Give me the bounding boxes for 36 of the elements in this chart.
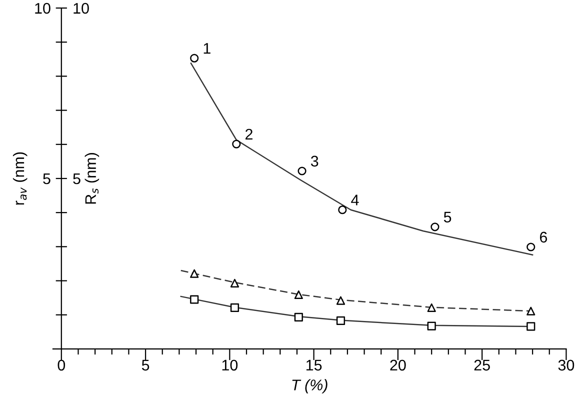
point (232, 140, 241, 148)
annotation: 6 (540, 232, 548, 243)
point (294, 312, 303, 322)
point (230, 303, 240, 312)
y2-tick-label: 5 (73, 174, 80, 184)
point (336, 316, 346, 325)
point (427, 303, 436, 312)
point (526, 322, 536, 331)
x-tick-label: 5 (142, 360, 150, 371)
x-tick-label: 0 (58, 360, 66, 371)
x-tick-label: 25 (474, 360, 490, 371)
x-tick-label: 15 (306, 360, 322, 371)
x-tick-label: 20 (390, 360, 406, 371)
x-tick-label: 10 (222, 360, 238, 371)
y2-tick-label: 10 (74, 2, 89, 14)
annotation: 5 (444, 212, 452, 222)
point (190, 295, 199, 304)
annotation: 1 (204, 43, 210, 54)
annotation: 4 (351, 194, 359, 206)
point (427, 322, 436, 330)
point (338, 206, 347, 214)
x-tick-label: 30 (558, 360, 574, 371)
x-axis-title: T (%) (292, 379, 328, 394)
annotation: 2 (246, 128, 252, 140)
point (190, 269, 199, 278)
point (526, 242, 536, 252)
point (430, 222, 440, 232)
point (190, 54, 199, 62)
point (230, 278, 240, 288)
point (298, 166, 306, 176)
y-axis-title: r$_{av}$ (nm) (12, 152, 28, 205)
point (294, 290, 303, 300)
y2-axis-title: R$_{s}$ (nm) (84, 153, 100, 204)
point (336, 296, 346, 305)
annotation: 3 (310, 156, 318, 167)
point (526, 306, 536, 316)
